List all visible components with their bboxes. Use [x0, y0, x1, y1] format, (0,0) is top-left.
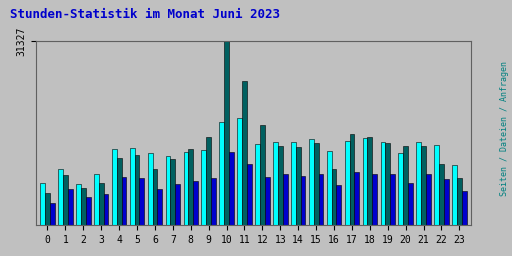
Bar [117, 158, 121, 225]
Bar [219, 122, 224, 225]
Bar [291, 142, 296, 225]
Bar [242, 81, 247, 225]
Bar [380, 142, 386, 225]
Bar [354, 172, 359, 225]
Bar [350, 134, 354, 225]
Bar [372, 174, 377, 225]
Bar [130, 148, 135, 225]
Bar [386, 143, 390, 225]
Bar [362, 138, 368, 225]
Bar [309, 139, 314, 225]
Bar [58, 169, 63, 225]
Bar [86, 197, 91, 225]
Bar [296, 147, 301, 225]
Bar [170, 159, 175, 225]
Bar [439, 164, 444, 225]
Bar [153, 169, 157, 225]
Bar [121, 177, 126, 225]
Bar [40, 183, 45, 225]
Bar [265, 177, 270, 225]
Bar [103, 194, 109, 225]
Bar [283, 174, 288, 225]
Bar [327, 151, 332, 225]
Bar [188, 149, 193, 225]
Bar [112, 149, 117, 225]
Bar [444, 179, 449, 225]
Bar [403, 146, 408, 225]
Bar [99, 183, 103, 225]
Bar [224, 41, 229, 225]
Bar [201, 150, 206, 225]
Bar [390, 174, 395, 225]
Bar [336, 185, 342, 225]
Bar [63, 175, 68, 225]
Bar [206, 137, 211, 225]
Bar [314, 143, 318, 225]
Bar [398, 153, 403, 225]
Bar [421, 146, 426, 225]
Bar [165, 156, 170, 225]
Bar [94, 174, 99, 225]
Bar [247, 164, 252, 225]
Bar [183, 152, 188, 225]
Bar [229, 152, 234, 225]
Bar [76, 184, 81, 225]
Bar [211, 178, 216, 225]
Bar [273, 142, 278, 225]
Text: Stunden-Statistik im Monat Juni 2023: Stunden-Statistik im Monat Juni 2023 [10, 8, 280, 21]
Text: Seiten / Dateien / Anfragen: Seiten / Dateien / Anfragen [500, 60, 509, 196]
Bar [462, 191, 466, 225]
Bar [278, 146, 283, 225]
Bar [408, 183, 413, 225]
Bar [139, 178, 144, 225]
Bar [193, 181, 198, 225]
Bar [68, 189, 73, 225]
Bar [452, 165, 457, 225]
Bar [416, 142, 421, 225]
Bar [457, 178, 462, 225]
Bar [147, 153, 153, 225]
Bar [45, 193, 50, 225]
Bar [368, 137, 372, 225]
Bar [260, 125, 265, 225]
Bar [50, 203, 55, 225]
Bar [135, 155, 139, 225]
Bar [426, 174, 431, 225]
Bar [332, 169, 336, 225]
Bar [255, 144, 260, 225]
Bar [434, 145, 439, 225]
Bar [301, 176, 306, 225]
Bar [237, 118, 242, 225]
Bar [175, 184, 180, 225]
Bar [318, 174, 324, 225]
Bar [81, 188, 86, 225]
Bar [157, 189, 162, 225]
Bar [345, 141, 350, 225]
